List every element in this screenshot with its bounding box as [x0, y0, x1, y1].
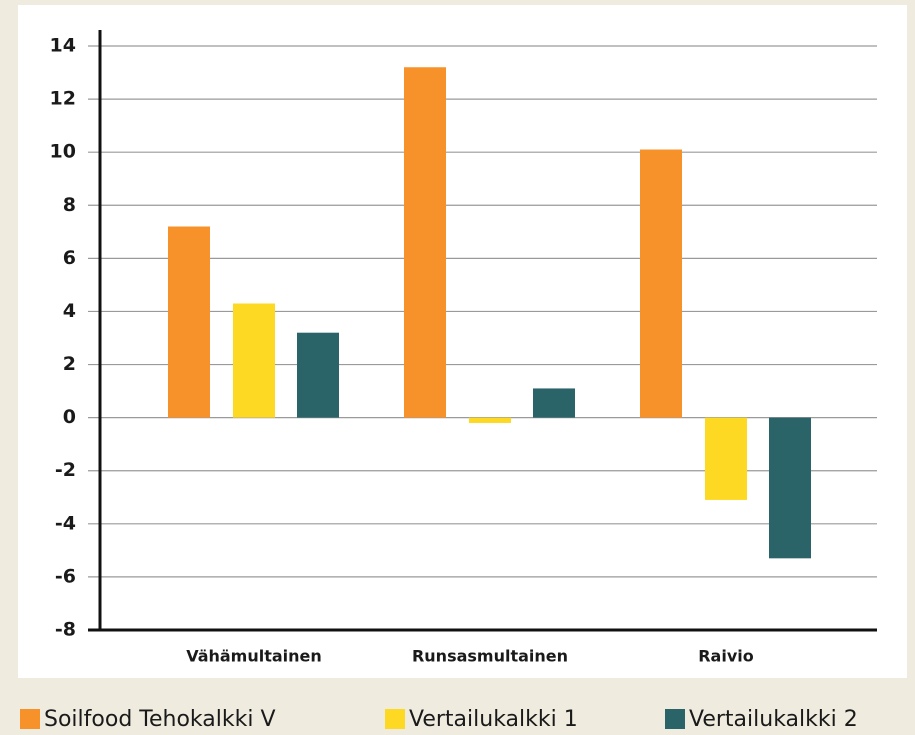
x-tick-label: Runsasmultainen [412, 647, 568, 666]
legend-label: Vertailukalkki 1 [409, 707, 578, 732]
bar [469, 417, 511, 423]
bar [705, 417, 747, 500]
bar [640, 149, 682, 418]
y-tick-label: -6 [55, 565, 76, 587]
y-tick-label: 6 [63, 247, 76, 269]
y-tick-label: 0 [63, 406, 76, 428]
bar [297, 332, 339, 418]
plot-panel [18, 5, 907, 678]
y-tick-label: 10 [50, 141, 76, 163]
bar [533, 388, 575, 418]
bar [233, 303, 275, 418]
bar [404, 67, 446, 418]
y-tick-label: 14 [50, 35, 76, 57]
legend-swatch [385, 709, 405, 729]
y-tick-label: 2 [63, 353, 76, 375]
y-tick-label: -4 [55, 512, 76, 534]
y-tick-label: -2 [55, 459, 76, 481]
y-tick-label: 4 [63, 300, 76, 322]
x-tick-label: Raivio [698, 647, 754, 666]
bar [168, 226, 210, 418]
y-tick-label: 8 [63, 194, 76, 216]
y-tick-label: 12 [50, 88, 76, 110]
legend-label: Soilfood Tehokalkki V [44, 707, 276, 732]
legend-label: Vertailukalkki 2 [689, 707, 858, 732]
legend-swatch [665, 709, 685, 729]
x-tick-label: Vähämultainen [186, 647, 322, 666]
y-tick-label: -8 [55, 619, 76, 641]
bar [769, 417, 811, 559]
legend-swatch [20, 709, 40, 729]
